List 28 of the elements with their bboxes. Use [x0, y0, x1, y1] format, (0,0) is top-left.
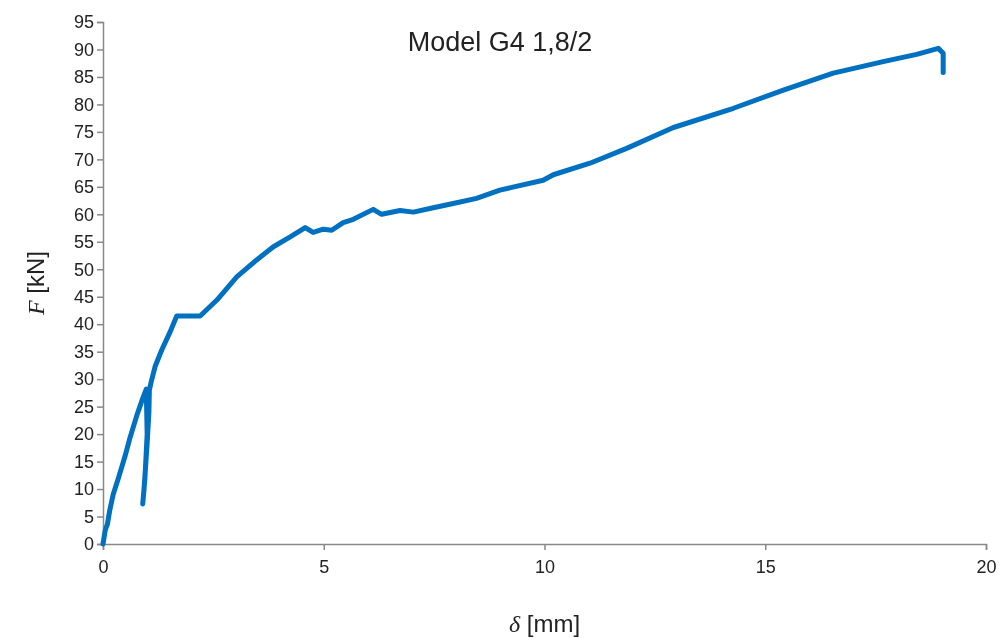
y-tick-label: 25 [73, 396, 94, 417]
y-tick-label: 40 [73, 314, 94, 335]
y-tick-label: 50 [73, 259, 94, 280]
y-tick-label: 60 [73, 204, 94, 225]
x-axis-title: δ [mm] [508, 610, 581, 637]
y-tick-label: 10 [73, 479, 94, 500]
x-tick-label: 5 [319, 556, 330, 577]
y-tick-label: 15 [73, 451, 94, 472]
x-tick-label: 20 [976, 556, 997, 577]
y-tick-label: 20 [73, 424, 94, 445]
y-tick-label: 55 [73, 232, 94, 253]
y-tick-label: 75 [73, 122, 94, 143]
y-tick-label: 95 [73, 12, 94, 33]
y-tick-label: 70 [73, 149, 94, 170]
y-tick-label: 35 [73, 341, 94, 362]
y-tick-label: 45 [73, 287, 94, 307]
x-tick-label: 15 [755, 556, 776, 577]
y-tick-label: 5 [83, 506, 94, 527]
y-tick-label: 85 [73, 67, 94, 88]
y-tick-label: 80 [73, 94, 94, 115]
y-axis-title: F [kN] [22, 250, 49, 317]
x-tick-label: 10 [534, 556, 556, 577]
y-tick-label: 65 [73, 177, 94, 198]
y-tick-label: 0 [83, 534, 94, 555]
y-tick-label: 30 [73, 369, 94, 390]
chart-title: Model G4 1,8/2 [407, 27, 593, 57]
y-tick-label: 90 [73, 39, 94, 60]
x-tick-label: 0 [98, 556, 109, 577]
